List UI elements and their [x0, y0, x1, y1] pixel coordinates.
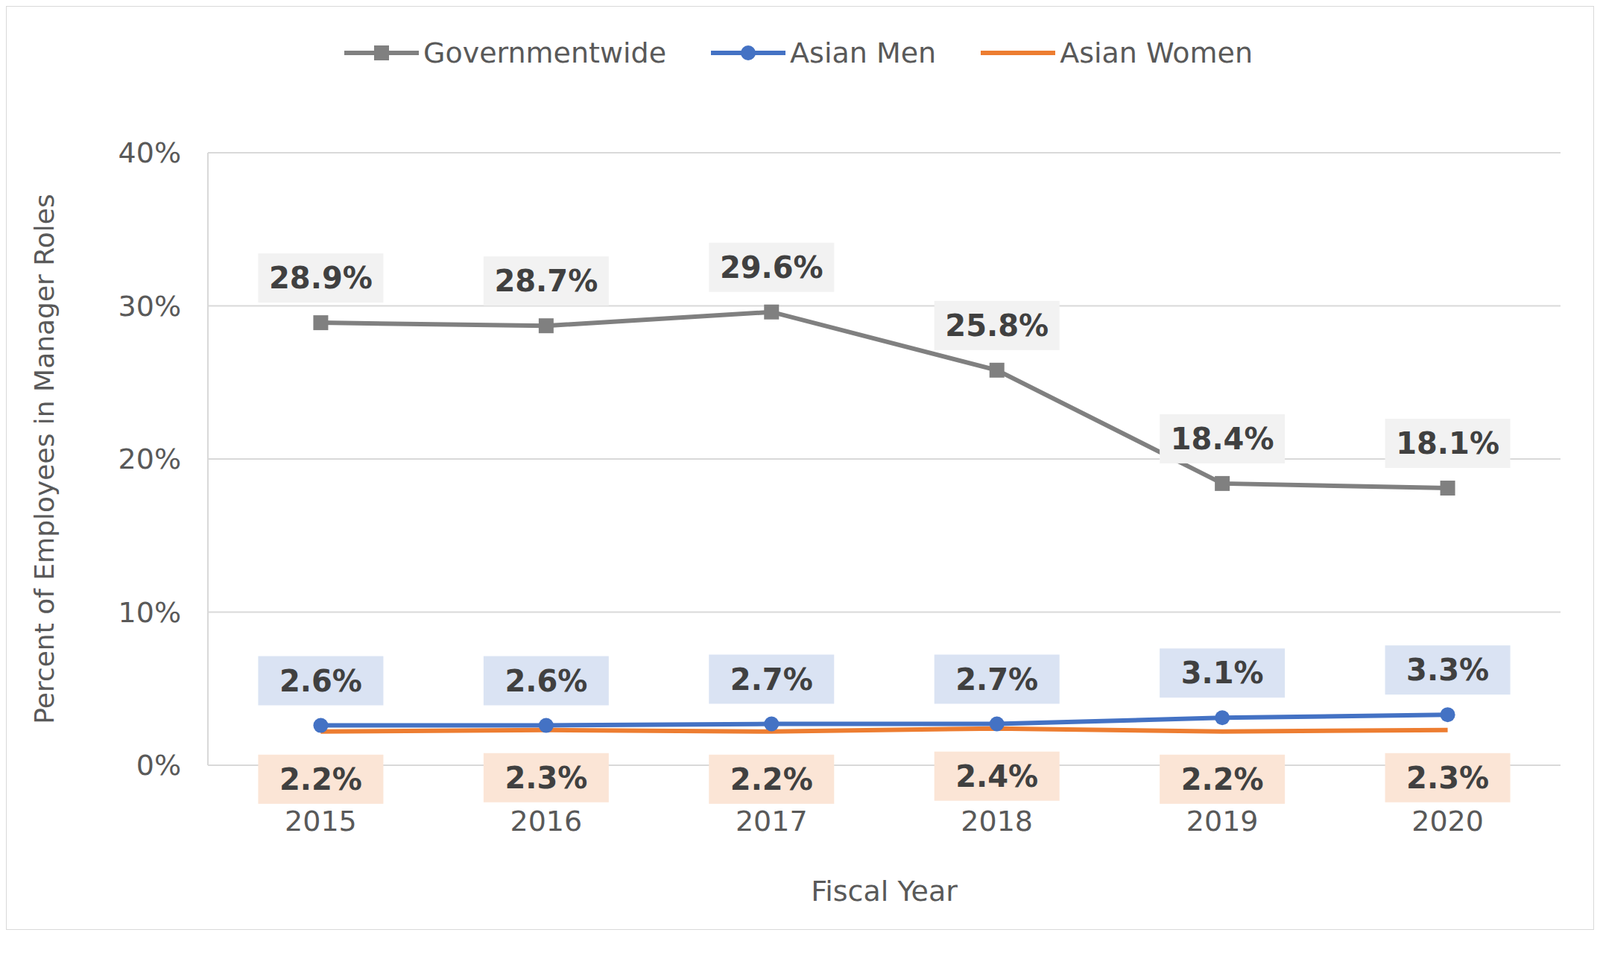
svg-text:2.7%: 2.7% [730, 662, 814, 697]
svg-text:0%: 0% [136, 748, 182, 782]
svg-text:2.7%: 2.7% [955, 662, 1039, 697]
svg-text:10%: 10% [118, 596, 182, 629]
svg-text:2019: 2019 [1186, 804, 1259, 838]
svg-text:2.6%: 2.6% [279, 663, 363, 699]
svg-text:2020: 2020 [1411, 804, 1484, 838]
svg-text:40%: 40% [118, 136, 182, 170]
html-text:Asian Men: Asian Men [790, 36, 937, 70]
svg-text:2017: 2017 [735, 804, 808, 838]
html-text:Governmentwide: Governmentwide [423, 36, 667, 70]
svg-text:2015: 2015 [284, 804, 357, 838]
svg-text:29.6%: 29.6% [719, 250, 824, 285]
svg-text:25.8%: 25.8% [944, 308, 1049, 343]
svg-text:Percent of Employees in Manage: Percent of Employees in Manager Roles [29, 193, 60, 724]
svg-text:2.4%: 2.4% [955, 759, 1039, 794]
svg-text:2016: 2016 [509, 804, 583, 838]
svg-text:2.2%: 2.2% [1181, 762, 1264, 797]
svg-text:2.2%: 2.2% [279, 762, 363, 797]
svg-text:30%: 30% [118, 289, 182, 323]
svg-text:3.3%: 3.3% [1406, 652, 1489, 688]
svg-text:2.6%: 2.6% [504, 663, 588, 699]
svg-text:2018: 2018 [960, 804, 1033, 838]
svg-text:28.7%: 28.7% [494, 263, 598, 299]
svg-text:20%: 20% [118, 442, 182, 476]
svg-text:2.2%: 2.2% [730, 762, 814, 797]
html-text:Asian Women: Asian Women [1059, 36, 1253, 70]
svg-text:18.4%: 18.4% [1170, 421, 1275, 457]
svg-text:2.3%: 2.3% [504, 760, 588, 796]
svg-text:18.1%: 18.1% [1395, 426, 1500, 461]
svg-text:Fiscal Year: Fiscal Year [810, 874, 958, 908]
svg-text:28.9%: 28.9% [269, 260, 373, 296]
svg-text:3.1%: 3.1% [1181, 655, 1264, 691]
svg-text:2.3%: 2.3% [1406, 760, 1489, 796]
